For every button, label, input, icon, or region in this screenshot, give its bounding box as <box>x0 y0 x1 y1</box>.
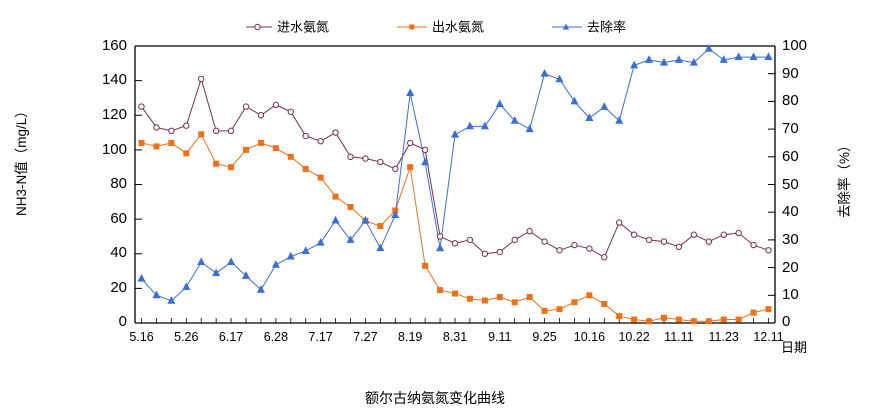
svg-text:去除率: 去除率 <box>587 20 626 35</box>
svg-text:进水氨氮: 进水氨氮 <box>277 20 329 35</box>
svg-text:出水氨氮: 出水氨氮 <box>432 20 484 35</box>
